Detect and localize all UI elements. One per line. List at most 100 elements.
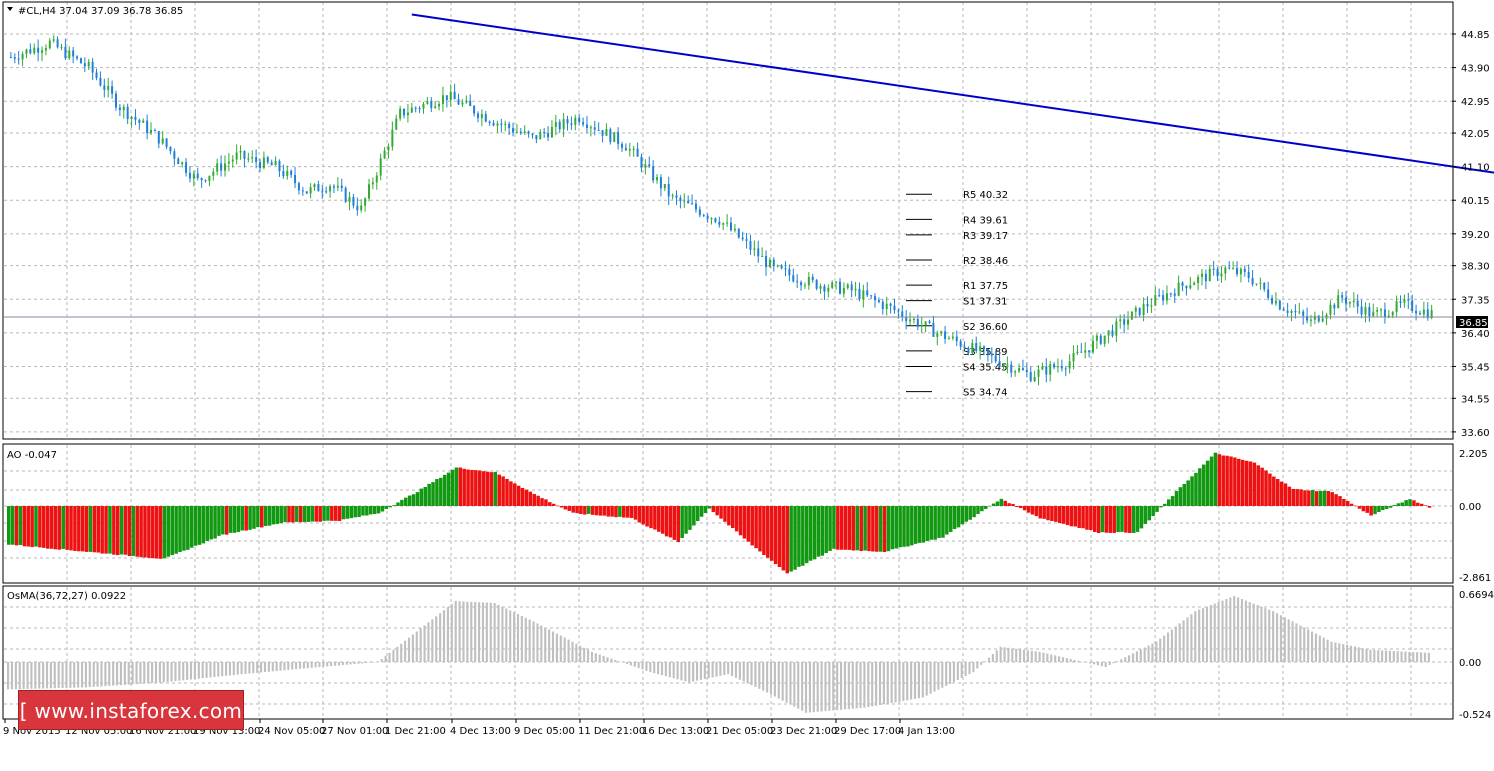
osma-bar bbox=[633, 662, 636, 667]
candle-body bbox=[1103, 335, 1106, 344]
candle-body bbox=[473, 106, 476, 114]
candle-body bbox=[776, 265, 779, 267]
candle-body bbox=[157, 131, 160, 144]
osma-bar bbox=[271, 662, 274, 672]
ao-bar bbox=[10, 506, 15, 545]
trading-chart[interactable]: R5 40.32 R4 39.61 R3 39.17 R2 38.46 R1 37.75… bbox=[0, 0, 1494, 742]
osma-bar bbox=[1217, 602, 1220, 662]
osma-bar bbox=[1416, 652, 1419, 662]
ao-bar bbox=[602, 506, 607, 516]
osma-bar bbox=[913, 662, 917, 699]
ao-bar bbox=[773, 506, 778, 565]
osma-bar bbox=[369, 662, 372, 663]
ao-bar bbox=[1178, 487, 1183, 506]
ao-bar bbox=[789, 506, 793, 572]
ao-bar bbox=[1287, 486, 1292, 506]
ao-bar bbox=[925, 506, 930, 542]
candle-body bbox=[698, 209, 701, 216]
osma-bar bbox=[960, 662, 963, 679]
ao-bar bbox=[330, 506, 334, 521]
candle-body bbox=[663, 184, 666, 189]
candle-body bbox=[648, 164, 651, 167]
osma-bar bbox=[1264, 608, 1267, 662]
candle-body bbox=[278, 160, 281, 172]
ao-bar bbox=[731, 506, 735, 529]
candle-body bbox=[1399, 301, 1402, 303]
ao-bar bbox=[57, 506, 62, 550]
pivot-label: R3 39.17 bbox=[963, 231, 1008, 242]
ao-bar bbox=[1096, 506, 1101, 534]
osma-bar bbox=[921, 662, 924, 698]
candle-body bbox=[877, 300, 880, 302]
ao-bar bbox=[193, 506, 198, 546]
ao-bar bbox=[692, 506, 696, 526]
ao-bar bbox=[439, 477, 443, 506]
candle-body bbox=[963, 346, 966, 349]
ao-bar bbox=[1182, 484, 1187, 506]
ao-bar bbox=[1365, 506, 1369, 513]
price-tick-label: 37.35 bbox=[1461, 295, 1490, 306]
candle-body bbox=[901, 311, 904, 317]
ao-bar bbox=[629, 506, 634, 518]
trendline[interactable] bbox=[411, 13, 1494, 206]
candle-body bbox=[103, 85, 106, 90]
candle-body bbox=[1107, 330, 1110, 336]
osma-bar bbox=[1174, 626, 1177, 662]
ao-bar bbox=[442, 474, 447, 506]
ao-bar bbox=[715, 506, 719, 516]
osma-bar bbox=[1089, 662, 1092, 664]
ao-bar bbox=[45, 506, 50, 549]
candle-body bbox=[352, 197, 355, 206]
ao-bar bbox=[606, 506, 610, 517]
candle-body bbox=[134, 116, 137, 120]
ao-bar bbox=[353, 506, 357, 518]
ao-bar bbox=[664, 506, 669, 537]
candle-body bbox=[33, 47, 36, 54]
ao-bar bbox=[100, 506, 104, 554]
osma-bar bbox=[170, 662, 173, 682]
ao-bar bbox=[929, 506, 934, 540]
candle-body bbox=[99, 77, 102, 86]
candle-body bbox=[694, 203, 697, 210]
osma-bar bbox=[618, 661, 621, 662]
candle-body bbox=[975, 343, 978, 351]
time-tick-label: 1 Dec 21:00 bbox=[385, 726, 446, 737]
osma-bar bbox=[801, 662, 804, 711]
osma-bar bbox=[847, 662, 850, 710]
candle-body bbox=[967, 348, 970, 353]
osma-bar bbox=[1011, 648, 1014, 662]
osma-bar bbox=[197, 662, 200, 679]
candle-body bbox=[364, 198, 367, 206]
osma-bar bbox=[882, 662, 885, 705]
candle-body bbox=[29, 49, 32, 54]
ao-bar bbox=[544, 499, 548, 506]
ao-bar bbox=[497, 474, 501, 506]
candle-body bbox=[181, 162, 184, 165]
candle-body bbox=[971, 343, 974, 353]
ao-bar bbox=[688, 506, 692, 530]
ao-bar bbox=[166, 506, 171, 557]
ao-bar bbox=[228, 506, 233, 533]
osma-bar bbox=[540, 625, 543, 662]
price-tick-label: 42.95 bbox=[1461, 97, 1490, 108]
candle-body bbox=[1092, 340, 1094, 353]
ao-bar bbox=[287, 506, 291, 523]
candle-body bbox=[457, 99, 460, 105]
candle-body bbox=[593, 127, 596, 130]
candle-body bbox=[726, 222, 729, 224]
candle-body bbox=[259, 162, 262, 168]
candle-body bbox=[566, 119, 569, 124]
ao-bar bbox=[563, 506, 568, 510]
osma-bar bbox=[551, 631, 555, 662]
ao-bar bbox=[513, 483, 517, 506]
ao-bar bbox=[143, 506, 147, 558]
instaforex-watermark: [ www.instaforex.com ] bbox=[18, 690, 244, 763]
ao-bar bbox=[583, 506, 587, 515]
osma-bar bbox=[602, 655, 605, 662]
ao-bar bbox=[555, 505, 560, 507]
ao-bar bbox=[256, 506, 260, 528]
osma-bar bbox=[1050, 654, 1053, 662]
osma-bar bbox=[548, 629, 551, 662]
osma-bar bbox=[1240, 599, 1244, 662]
osma-bar bbox=[224, 662, 228, 676]
